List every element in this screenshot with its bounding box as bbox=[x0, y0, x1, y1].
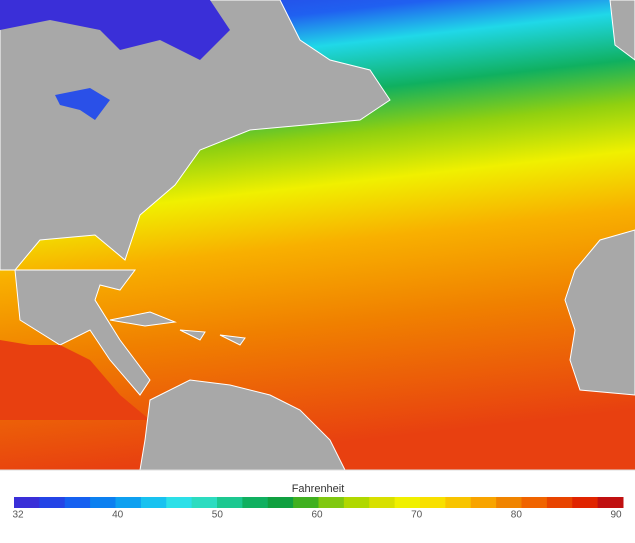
color-swatch bbox=[90, 497, 116, 508]
color-swatch bbox=[343, 497, 370, 508]
hudson-bay bbox=[0, 0, 230, 60]
tick-label: 70 bbox=[411, 510, 423, 521]
color-swatch bbox=[420, 497, 446, 508]
tick-label: 32 bbox=[12, 510, 24, 521]
color-swatch bbox=[470, 497, 497, 508]
tick-label: 60 bbox=[311, 510, 323, 521]
color-swatch bbox=[115, 497, 142, 508]
color-swatch bbox=[166, 497, 193, 508]
color-swatch bbox=[445, 497, 472, 508]
color-swatch bbox=[217, 497, 243, 508]
color-swatch bbox=[39, 497, 66, 508]
color-swatch bbox=[394, 497, 421, 508]
color-bar: 32 40 50 60 70 80 90 bbox=[12, 497, 624, 521]
color-swatch bbox=[293, 497, 319, 508]
color-swatch bbox=[496, 497, 522, 508]
color-swatch bbox=[572, 497, 599, 508]
tick-label: 50 bbox=[212, 510, 224, 521]
color-swatch bbox=[597, 497, 624, 508]
map bbox=[0, 0, 635, 471]
color-swatch bbox=[242, 497, 269, 508]
pacific-sea bbox=[0, 340, 150, 420]
tick-label: 40 bbox=[112, 510, 124, 521]
color-swatch bbox=[546, 497, 573, 508]
tick-label: 90 bbox=[610, 510, 622, 521]
color-swatch bbox=[369, 497, 396, 508]
great-lakes bbox=[55, 88, 110, 120]
tick-label: 80 bbox=[511, 510, 523, 521]
europe bbox=[609, 0, 635, 61]
color-swatch bbox=[318, 497, 345, 508]
color-swatch bbox=[267, 497, 294, 508]
color-swatch bbox=[521, 497, 548, 508]
south-america bbox=[139, 379, 346, 471]
africa bbox=[564, 229, 635, 396]
color-swatch bbox=[14, 497, 40, 508]
caribbean-islands bbox=[109, 311, 246, 346]
color-swatch bbox=[64, 497, 91, 508]
color-swatch bbox=[140, 497, 167, 508]
legend-title: Fahrenheit bbox=[292, 483, 345, 495]
color-swatch bbox=[191, 497, 218, 508]
